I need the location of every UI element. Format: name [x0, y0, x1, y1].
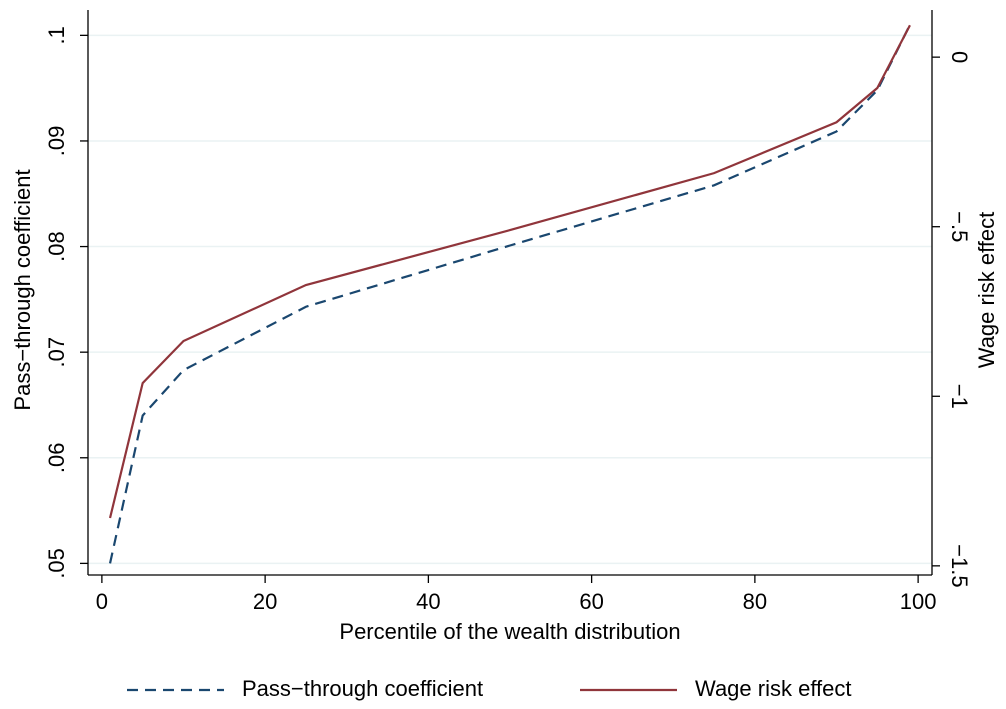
y2-axis-title: Wage risk effect — [974, 212, 999, 369]
y-tick-label: .08 — [44, 231, 69, 262]
x-tick-label: 80 — [743, 589, 767, 614]
y-tick-label: .07 — [44, 337, 69, 368]
y-tick-label: .05 — [44, 548, 69, 579]
y2-tick-label: −1.5 — [947, 544, 972, 587]
x-tick-label: 0 — [96, 589, 108, 614]
y2-tick-label: −.5 — [947, 211, 972, 242]
y-tick-label: .1 — [44, 26, 69, 44]
x-tick-label: 100 — [900, 589, 937, 614]
y2-tick-label: −1 — [947, 384, 972, 409]
y-axis-title: Pass−through coefficient — [10, 169, 35, 410]
legend-label: Wage risk effect — [695, 676, 852, 701]
x-tick-label: 60 — [579, 589, 603, 614]
series-line — [108, 24, 911, 519]
y2-tick-label: 0 — [947, 51, 972, 63]
x-axis-title: Percentile of the wealth distribution — [339, 619, 680, 644]
y-tick-label: .06 — [44, 442, 69, 473]
x-tick-label: 40 — [416, 589, 440, 614]
series-line — [108, 24, 911, 564]
y-tick-label: .09 — [44, 126, 69, 157]
legend-label: Pass−through coefficient — [242, 676, 483, 701]
x-tick-label: 20 — [253, 589, 277, 614]
